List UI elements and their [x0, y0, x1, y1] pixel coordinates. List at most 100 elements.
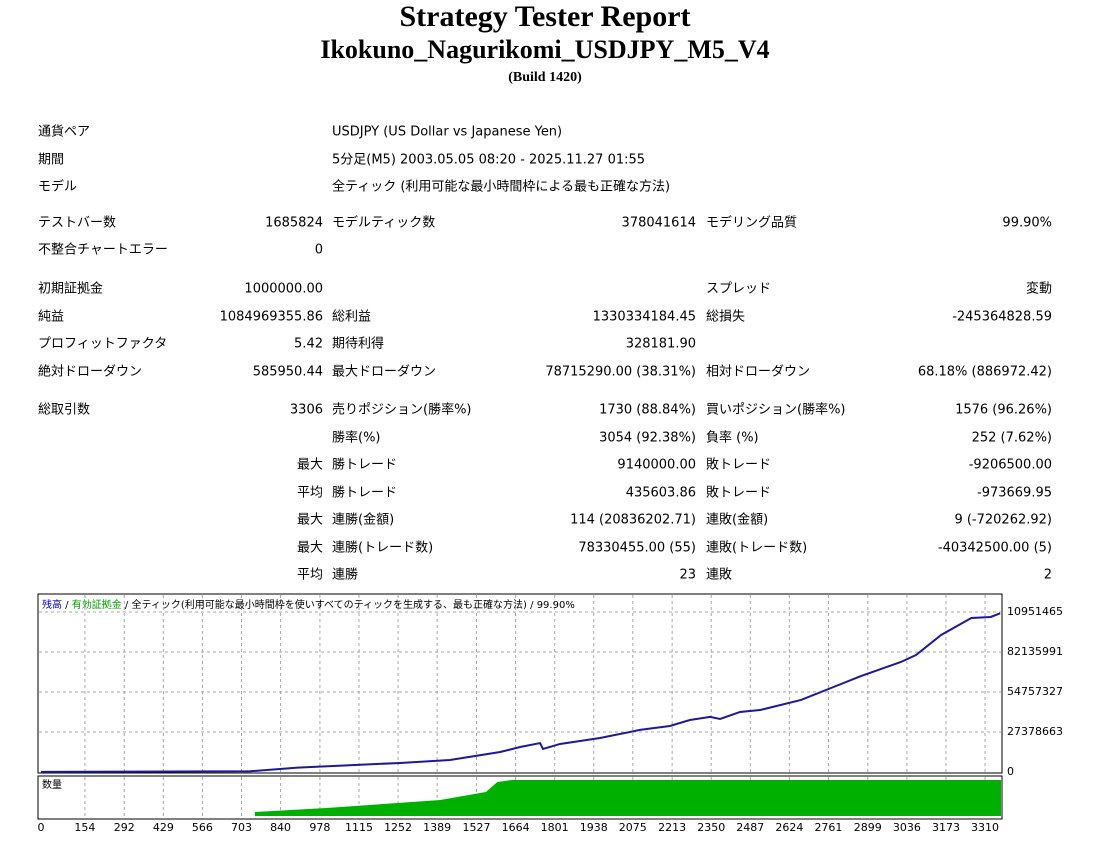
cell-label: 期待利得: [332, 336, 384, 352]
legend-item: 有効証拠金: [72, 598, 122, 611]
cell-value: 114 (20836202.71): [570, 513, 696, 528]
cell-label: モデリング品質: [706, 215, 797, 231]
x-tick-label: 1527: [463, 821, 491, 834]
cell-label: 連勝(トレード数): [332, 541, 433, 556]
x-tick-label: 429: [153, 821, 174, 834]
x-tick-label: 1664: [502, 821, 530, 834]
x-tick-label: 1389: [423, 821, 451, 834]
cell-label: 絶対ドローダウン: [38, 364, 142, 380]
cell-value: 328181.90: [626, 337, 696, 352]
cell-value: 3306: [290, 403, 323, 418]
x-tick-label: 3173: [932, 821, 960, 834]
x-tick-label: 2350: [697, 821, 725, 834]
cell-value: 1084969355.86: [220, 310, 323, 325]
info-value: USDJPY (US Dollar vs Japanese Yen): [332, 125, 562, 140]
x-tick-label: 292: [114, 821, 135, 834]
title: Strategy Tester Report: [399, 0, 690, 33]
cell-value: 585950.44: [253, 365, 323, 380]
cell-value: 平均: [297, 486, 323, 501]
cell-label: 初期証拠金: [38, 281, 103, 297]
x-tick-label: 2487: [736, 821, 764, 834]
cell-value: 最大: [297, 541, 323, 556]
x-tick-label: 0: [38, 821, 45, 834]
x-tick-label: 1252: [384, 821, 412, 834]
info-value: 5分足(M5) 2003.05.05 08:20 - 2025.11.27 01…: [332, 153, 645, 168]
cell-value: 平均: [297, 568, 323, 583]
cell-label: モデルティック数: [332, 215, 435, 231]
cell-label: 敗トレード: [706, 458, 771, 473]
cell-value: 2: [1044, 568, 1052, 583]
x-tick-label: 3036: [893, 821, 921, 834]
info-label: 通貨ペア: [38, 124, 90, 140]
y-tick-label: 10951465: [1007, 605, 1063, 618]
info-label: 期間: [38, 153, 64, 168]
x-tick-label: 1938: [580, 821, 608, 834]
cell-value: 78330455.00 (55): [578, 541, 696, 556]
cell-label: 純益: [38, 310, 64, 325]
balance-line: [40, 612, 1001, 773]
cell-value: 378041614: [622, 216, 696, 231]
x-tick-label: 3310: [971, 821, 999, 834]
cell-value: 最大: [297, 513, 323, 528]
cell-label: 勝トレード: [332, 458, 397, 473]
lots-area: [254, 780, 1001, 816]
cell-label: 不整合チャートエラー: [38, 243, 168, 258]
cell-label: スプレッド: [706, 282, 771, 297]
x-tick-label: 2761: [814, 821, 842, 834]
legend-item: 残高: [42, 598, 62, 611]
x-tick-label: 840: [270, 821, 291, 834]
cell-label: 負率 (%): [706, 430, 759, 446]
cell-value: 1730 (88.84%): [599, 403, 696, 418]
cell-value: 1576 (96.26%): [955, 403, 1052, 418]
cell-value: 3054 (92.38%): [599, 431, 696, 446]
cell-value: 1000000.00: [244, 282, 323, 297]
cell-label: 総取引数: [38, 403, 90, 418]
cell-value: -40342500.00 (5): [938, 541, 1052, 556]
cell-label: 連敗: [706, 568, 732, 583]
cell-value: 0: [315, 243, 323, 258]
legend: 残高 / 有効証拠金 / 全ティック(利用可能な最小時間枠を使いすべてのティック…: [42, 598, 575, 611]
cell-value: 5.42: [294, 337, 323, 352]
lots-label: 数量: [42, 778, 62, 791]
cell-label: 勝トレード: [332, 486, 397, 501]
cell-value: 68.18% (886972.42): [918, 365, 1052, 380]
y-tick-label: 27378663: [1007, 725, 1063, 738]
x-tick-label: 2624: [775, 821, 803, 834]
cell-value: 78715290.00 (38.31%): [545, 365, 696, 380]
cell-label: プロフィットファクタ: [38, 337, 167, 352]
build: (Build 1420): [508, 70, 582, 85]
cell-value: 1330334184.45: [593, 310, 696, 325]
cell-value: 最大: [297, 458, 323, 473]
cell-value: -245364828.59: [952, 310, 1052, 325]
x-tick-label: 154: [74, 821, 95, 834]
cell-label: 総損失: [706, 310, 745, 325]
legend-item: /: [62, 600, 72, 611]
y-tick-label: 0: [1007, 765, 1014, 778]
cell-value: 変動: [1026, 281, 1052, 297]
cell-value: -9206500.00: [969, 458, 1052, 473]
cell-value: 435603.86: [626, 486, 696, 501]
cell-label: 総利益: [332, 310, 371, 325]
x-tick-label: 1115: [345, 821, 373, 834]
subtitle: Ikokuno_Nagurikomi_USDJPY_M5_V4: [320, 35, 769, 64]
cell-label: 連勝: [332, 568, 358, 583]
cell-value: 252 (7.62%): [972, 431, 1052, 446]
y-tick-label: 82135991: [1007, 645, 1063, 658]
cell-label: 連敗(トレード数): [706, 541, 807, 556]
x-tick-label: 566: [192, 821, 213, 834]
cell-label: 相対ドローダウン: [706, 365, 810, 380]
x-tick-label: 978: [309, 821, 330, 834]
info-value: 全ティック (利用可能な最小時間枠による最も正確な方法): [332, 179, 670, 195]
cell-label: 連勝(金額): [332, 512, 394, 528]
cell-value: 99.90%: [1002, 216, 1052, 231]
cell-value: -973669.95: [977, 486, 1052, 501]
x-tick-label: 2213: [658, 821, 686, 834]
cell-value: 1685824: [265, 216, 323, 231]
legend-item: / 全ティック(利用可能な最小時間枠を使いすべてのティックを生成する、最も正確な…: [122, 598, 575, 611]
x-tick-label: 2899: [854, 821, 882, 834]
cell-value: 9140000.00: [617, 458, 696, 473]
cell-label: 連敗(金額): [706, 512, 768, 528]
x-tick-label: 703: [231, 821, 252, 834]
cell-label: 買いポジション(勝率%): [706, 402, 846, 418]
